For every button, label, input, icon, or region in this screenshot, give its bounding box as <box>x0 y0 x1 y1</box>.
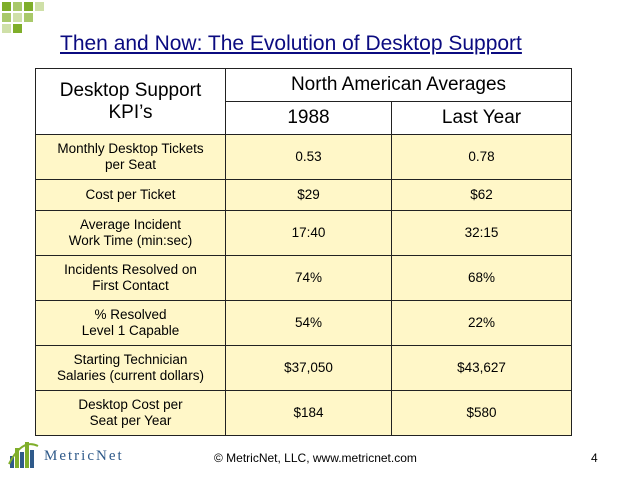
table-row: % Resolved Level 1 Capable 54% 22% <box>35 300 573 346</box>
kpi-label-line2: Salaries (current dollars) <box>56 368 205 383</box>
metricnet-logo: MetricNet <box>8 442 124 468</box>
kpi-label: Cost per Ticket <box>35 179 226 211</box>
value-last-year: 32:15 <box>390 210 573 256</box>
value-1988: $29 <box>225 179 392 211</box>
page-number: 4 <box>591 451 598 465</box>
logo-text: MetricNet <box>44 448 124 464</box>
kpi-label-line1: % Resolved <box>94 307 167 322</box>
value-1988: $184 <box>225 390 392 436</box>
kpi-label: Monthly Desktop Tickets per Seat <box>35 134 226 180</box>
slide-title: Then and Now: The Evolution of Desktop S… <box>60 32 522 55</box>
kpi-label-line2: Work Time (min:sec) <box>68 233 193 248</box>
kpi-table: Desktop Support KPI’s North American Ave… <box>35 68 573 436</box>
table-row: Incidents Resolved on First Contact 74% … <box>35 255 573 301</box>
kpi-header-line2: KPI’s <box>108 101 153 123</box>
kpi-label-line1: Desktop Cost per <box>78 397 183 412</box>
value-1988: 17:40 <box>225 210 392 256</box>
value-last-year: 22% <box>390 300 573 346</box>
value-last-year: $580 <box>390 390 573 436</box>
copyright-text: © MetricNet, LLC, www.metricnet.com <box>214 451 417 465</box>
table-row: Monthly Desktop Tickets per Seat 0.53 0.… <box>35 134 573 180</box>
kpi-label-line2: First Contact <box>92 278 169 293</box>
kpi-label-line2: Seat per Year <box>89 413 172 428</box>
value-last-year: $62 <box>390 179 573 211</box>
value-1988: 0.53 <box>225 134 392 180</box>
kpi-label: Incidents Resolved on First Contact <box>35 255 226 301</box>
kpi-label-line1: Cost per Ticket <box>85 187 176 202</box>
value-1988: $37,050 <box>225 345 392 391</box>
value-1988: 74% <box>225 255 392 301</box>
kpi-label: Average Incident Work Time (min:sec) <box>35 210 226 256</box>
kpi-label-line1: Monthly Desktop Tickets <box>57 141 204 156</box>
value-last-year: 68% <box>390 255 573 301</box>
kpi-label: % Resolved Level 1 Capable <box>35 300 226 346</box>
col-header-1988: 1988 <box>225 101 392 135</box>
kpi-label-line1: Starting Technician <box>73 352 188 367</box>
logo-mark-icon <box>8 442 39 468</box>
table-row: Starting Technician Salaries (current do… <box>35 345 573 391</box>
kpi-label-line2: Level 1 Capable <box>81 323 180 338</box>
kpi-label-line1: Average Incident <box>79 217 182 232</box>
kpi-header: Desktop Support KPI’s <box>35 68 226 135</box>
table-row: Cost per Ticket $29 $62 <box>35 179 573 211</box>
kpi-header-line1: Desktop Support <box>59 79 202 101</box>
kpi-label-line2: per Seat <box>104 157 157 172</box>
col-header-last-year: Last Year <box>390 101 573 135</box>
value-last-year: $43,627 <box>390 345 573 391</box>
kpi-label: Starting Technician Salaries (current do… <box>35 345 226 391</box>
table-row: Average Incident Work Time (min:sec) 17:… <box>35 210 573 256</box>
group-header: North American Averages <box>224 68 573 102</box>
kpi-label-line1: Incidents Resolved on <box>64 262 197 277</box>
value-1988: 54% <box>225 300 392 346</box>
kpi-label: Desktop Cost per Seat per Year <box>35 390 226 436</box>
value-last-year: 0.78 <box>390 134 573 180</box>
table-row: Desktop Cost per Seat per Year $184 $580 <box>35 390 573 436</box>
corner-decoration <box>0 0 46 40</box>
